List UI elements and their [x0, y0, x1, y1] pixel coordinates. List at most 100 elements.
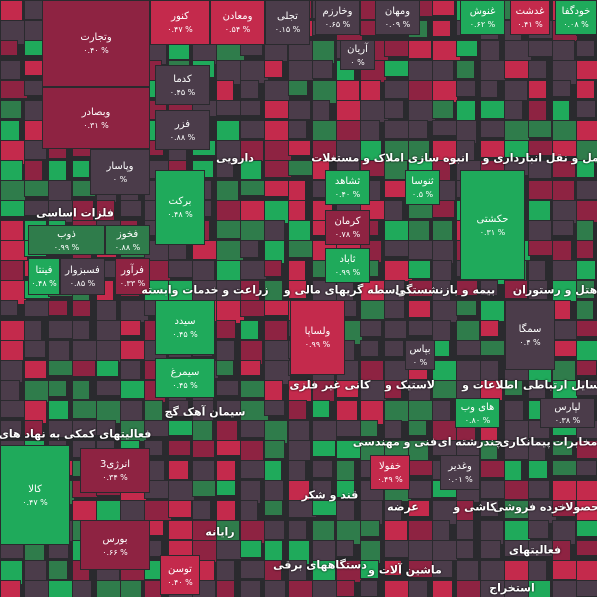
- stock-change: ۰.۴۹ %: [377, 475, 403, 484]
- stock-tile: [360, 80, 381, 102]
- stock-tile: [24, 560, 47, 581]
- stock-tile: [408, 120, 428, 139]
- stock-tile: [576, 540, 597, 556]
- stock-tile: [384, 560, 402, 576]
- stock-tile: [384, 80, 409, 99]
- stock-tile: [408, 420, 427, 436]
- stock-tile: [168, 460, 189, 480]
- stock-tile: [216, 540, 242, 560]
- stock-tile: [528, 120, 552, 138]
- stock-tile: [240, 560, 267, 579]
- stock-tile: خودگفا ۰.۰۸ %: [555, 0, 597, 35]
- stock-tile: [576, 160, 595, 178]
- stock-tile: [480, 300, 506, 322]
- stock-tile: [216, 200, 241, 221]
- stock-tile: [216, 260, 242, 281]
- stock-tile: [240, 320, 259, 340]
- stock-tile: [528, 40, 555, 57]
- stock-tile: [288, 400, 307, 420]
- stock-tile: [24, 80, 44, 96]
- stock-name: وبصادر: [81, 106, 111, 118]
- sector-label: چندرشته ای: [437, 435, 503, 449]
- stock-change: ۰.۹۹ %: [334, 268, 361, 277]
- stock-tile: [312, 120, 339, 141]
- stock-tile: [432, 580, 453, 597]
- stock-tile: سمگا ۰.۴ %: [505, 300, 555, 370]
- stock-tile: [24, 360, 47, 379]
- stock-name: کرمان: [334, 216, 361, 227]
- stock-name: فرآور: [121, 265, 144, 276]
- stock-name: خفولا: [378, 461, 402, 472]
- stock-tile: فینتا ۰.۴۸ %: [28, 258, 60, 295]
- stock-tile: [312, 520, 335, 541]
- stock-tile: [528, 80, 547, 99]
- stock-tile: [216, 320, 236, 339]
- stock-name: توسن: [168, 563, 192, 575]
- stock-tile: [432, 320, 451, 342]
- stock-name: وغدیر: [448, 461, 472, 472]
- sector-label: دستگاههای برقی: [273, 558, 367, 572]
- stock-tile: تجلی ۰.۱۵ %: [265, 0, 310, 45]
- stock-name: بپاس: [409, 343, 431, 355]
- stock-tile: [48, 400, 69, 420]
- stock-tile: [240, 360, 261, 376]
- sector-label: مخابرات: [552, 435, 597, 449]
- sector-label: زراعت و خدمات وابسته: [141, 283, 269, 297]
- stock-tile: [192, 440, 215, 458]
- stock-tile: [576, 60, 597, 80]
- stock-tile: [576, 460, 597, 476]
- stock-tile: [432, 360, 458, 381]
- stock-tile: [408, 580, 428, 597]
- stock-tile: [480, 60, 506, 81]
- sector-label: خرده فروشی: [493, 500, 567, 514]
- stock-tile: [120, 580, 142, 597]
- stock-tile: [576, 100, 596, 118]
- stock-tile: خفولا ۰.۴۹ %: [370, 455, 410, 490]
- stock-tile: [576, 180, 597, 200]
- sector-label: فلزات اساسی: [36, 206, 114, 220]
- stock-tile: [456, 580, 482, 597]
- sector-label: واسطه گریهای مالی و: [283, 283, 407, 297]
- stock-tile: [216, 160, 234, 178]
- stock-name: فسبزوار: [65, 265, 100, 276]
- sector-label: ماشین آلات و: [368, 563, 442, 577]
- stock-tile: [456, 540, 474, 559]
- stock-tile: [96, 580, 121, 597]
- stock-tile: [288, 440, 311, 461]
- stock-tile: [456, 280, 478, 296]
- stock-tile: [72, 580, 92, 597]
- stock-tile: [288, 140, 311, 156]
- stock-tile: [528, 580, 551, 597]
- stock-tile: [0, 160, 23, 181]
- sector-label: اطلاعات و: [462, 378, 518, 392]
- sector-label: انبوه سازی املاک و مستغلات: [311, 151, 469, 165]
- stock-tile: فخوز ۰.۸۸ %: [105, 225, 150, 255]
- stock-tile: [552, 480, 579, 502]
- stock-tile: [384, 300, 405, 319]
- stock-tile: [480, 80, 498, 98]
- stock-tile: [264, 400, 285, 416]
- stock-tile: [336, 420, 362, 437]
- stock-tile: [48, 380, 67, 397]
- stock-tile: [72, 380, 90, 400]
- stock-name: ثنوسا: [411, 176, 434, 187]
- stock-tile: [576, 440, 597, 459]
- stock-tile: [576, 560, 597, 581]
- stock-tile: [0, 300, 18, 316]
- stock-change: ۰ %: [112, 174, 128, 184]
- stock-tile: [264, 580, 286, 597]
- stock-tile: ذوب ۰.۹۹ %: [28, 225, 105, 255]
- stock-tile: [528, 380, 546, 399]
- stock-tile: [24, 340, 46, 358]
- stock-tile: [288, 60, 314, 81]
- stock-tile: [264, 520, 285, 540]
- stock-tile: بورس ۰.۶۶ %: [80, 520, 150, 570]
- stock-name: کدما: [173, 73, 192, 85]
- stock-tile: [480, 320, 499, 337]
- stock-tile: [576, 260, 596, 280]
- stock-tile: [264, 220, 285, 241]
- stock-change: ۰.۱۵ %: [274, 25, 301, 34]
- stock-tile: [96, 320, 121, 341]
